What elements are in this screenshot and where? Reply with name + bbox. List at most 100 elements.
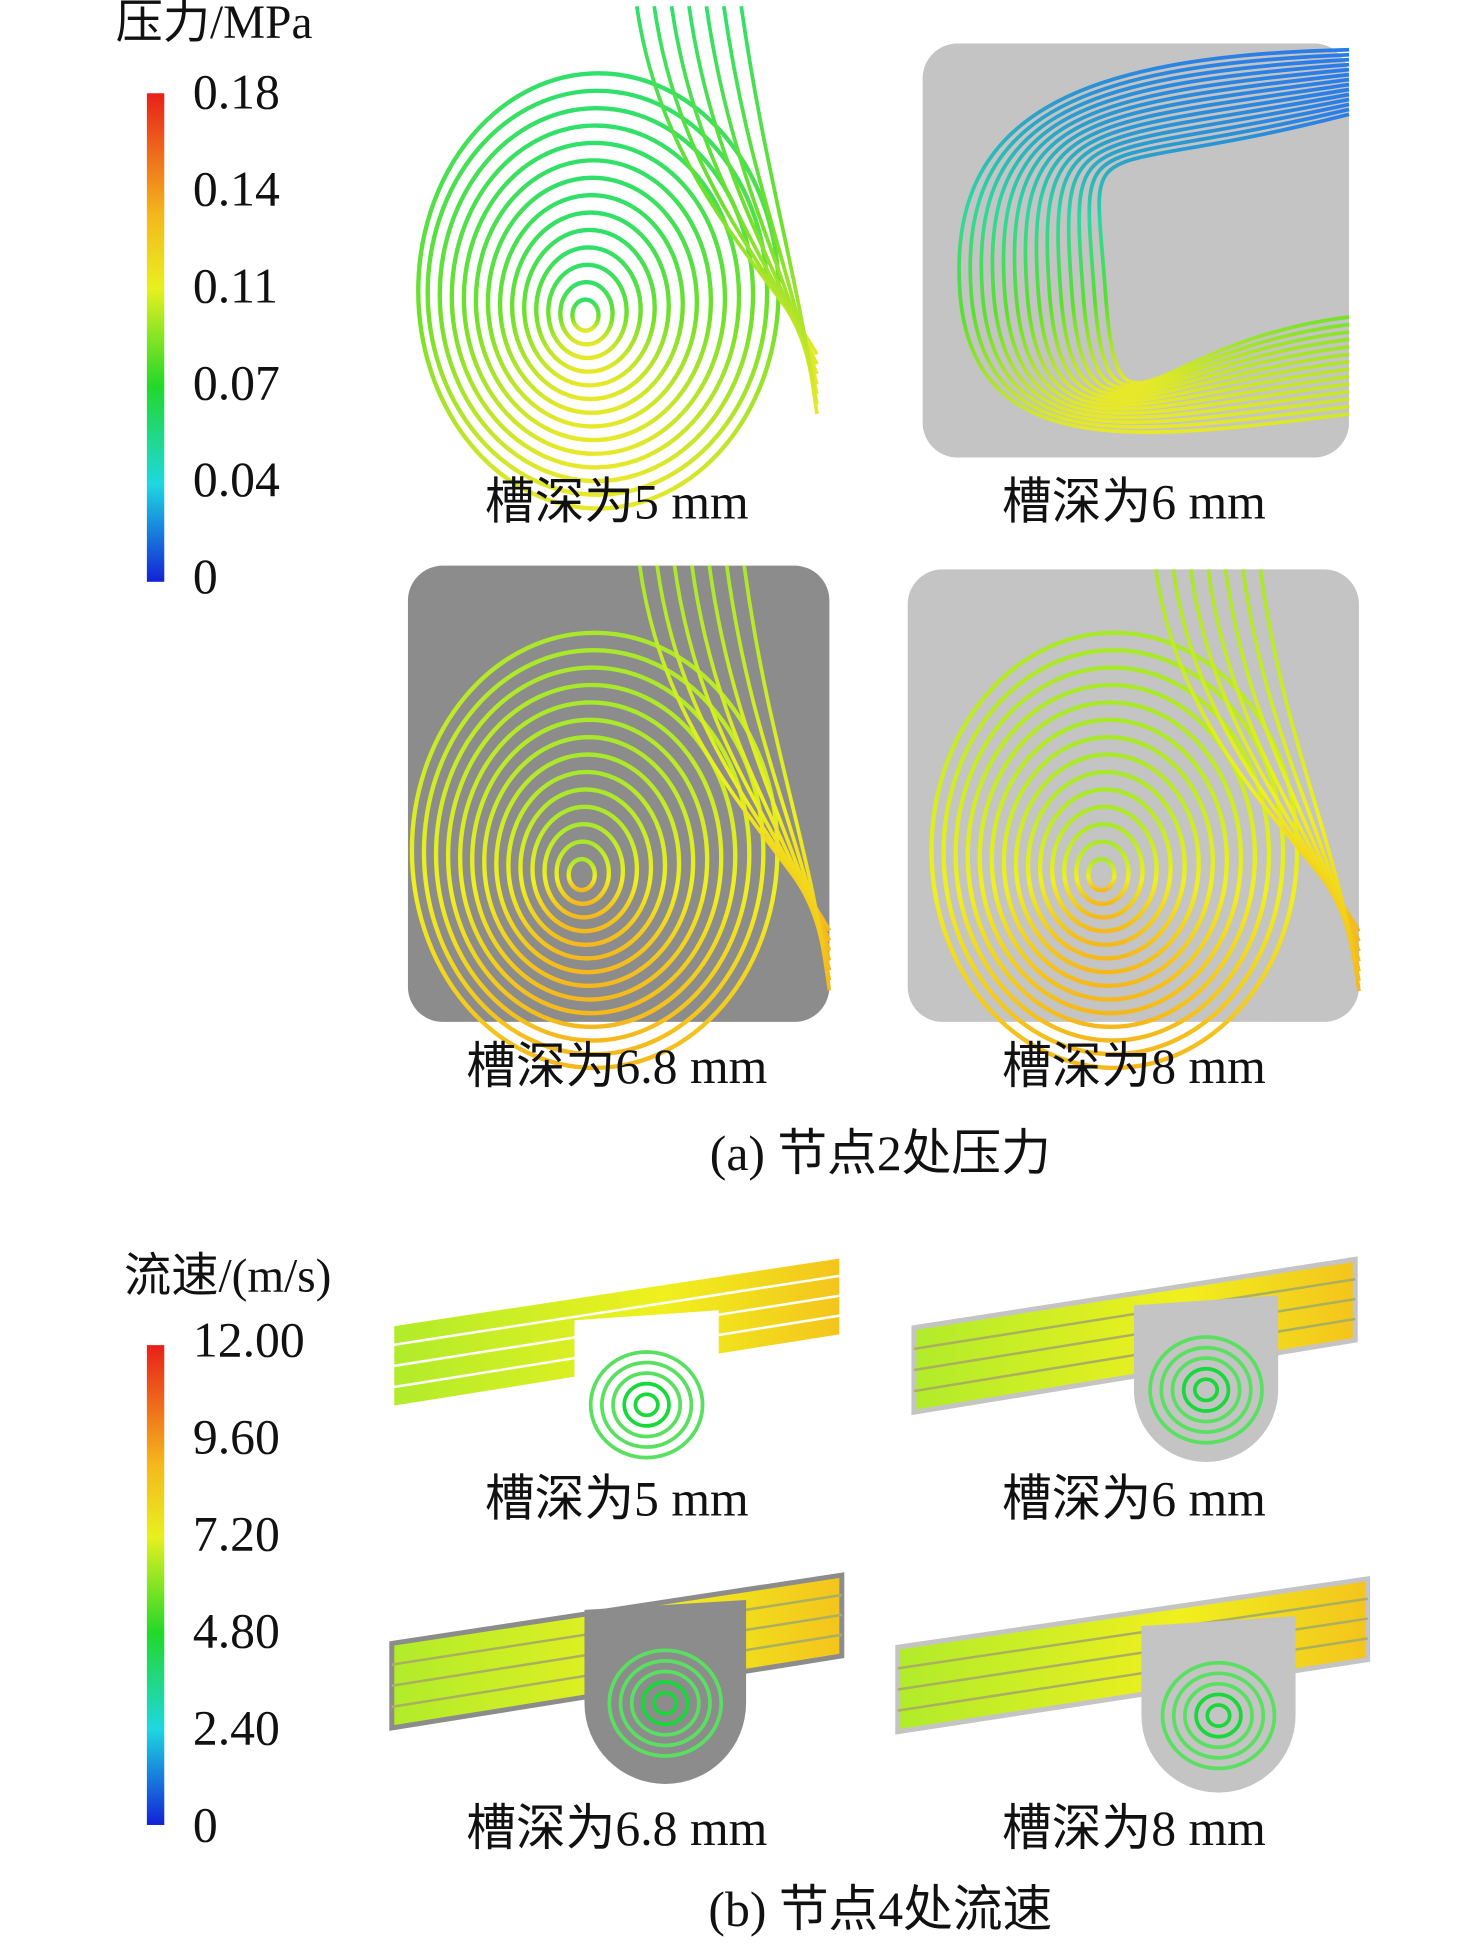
colorbar-tick-label: 4.80 [193, 1603, 280, 1658]
streamline [957, 47, 1350, 434]
subplot-caption: 槽深为8 mm [1002, 1801, 1266, 1856]
streamline [600, 1360, 694, 1449]
streamline [1205, 1703, 1232, 1729]
streamline [1013, 752, 1201, 975]
subplot-caption: 槽深为6 mm [1002, 475, 1266, 530]
subplot-caption: 槽深为5 mm [485, 475, 749, 530]
streamline [1023, 77, 1350, 407]
legend-title: 流速/(m/s) [124, 1250, 331, 1302]
streamline [1181, 1366, 1231, 1413]
streamline [618, 1659, 712, 1748]
colorbar-tick-label: 2.40 [193, 1700, 280, 1755]
streamline [470, 717, 710, 1002]
streamline [530, 804, 640, 934]
streamline [421, 648, 766, 1057]
streamline [1194, 1692, 1243, 1739]
streamline [979, 57, 1350, 424]
streamline [629, 1669, 701, 1737]
streamline [990, 62, 1350, 420]
streamline [1159, 1345, 1253, 1435]
streamline [1170, 1356, 1242, 1424]
panel-caption: (b) 节点4处流速 [708, 1882, 1052, 1937]
colorbar-tick-label: 0.07 [193, 355, 280, 410]
streamline [1193, 1377, 1220, 1403]
streamline [509, 210, 671, 402]
streamline [518, 787, 654, 947]
colorbar [146, 1345, 165, 1825]
streamline [1049, 804, 1159, 934]
velocity-plot [911, 1256, 1358, 1462]
streamline [1160, 1660, 1277, 1771]
streamline [461, 140, 728, 456]
velocity-plot [389, 1252, 845, 1477]
plot-background [407, 565, 830, 1022]
streamline [607, 1648, 724, 1758]
streamline-plot [407, 565, 832, 1071]
streamline [497, 193, 685, 415]
streamline [425, 88, 770, 497]
streamline [1074, 839, 1131, 906]
streamline [482, 735, 696, 989]
streamline [570, 297, 601, 333]
velocity-plot [895, 1575, 1371, 1793]
streamline [929, 630, 1300, 1071]
streamline [1045, 87, 1350, 400]
streamline [633, 1392, 660, 1418]
colorbar-tick-label: 12.00 [193, 1313, 305, 1368]
colorbar-tick-label: 0 [193, 1797, 218, 1852]
streamline [542, 822, 626, 920]
streamline [1086, 856, 1117, 893]
streamline [1183, 1682, 1254, 1750]
streamline [1034, 82, 1350, 404]
streamline [1148, 1335, 1264, 1445]
colorbar-tick-label: 7.20 [193, 1506, 280, 1561]
streamline [1025, 769, 1187, 961]
legend-title: 压力/MPa [116, 0, 313, 49]
subplot-caption: 槽深为5 mm [485, 1472, 749, 1527]
streamline [1001, 735, 1215, 989]
streamline [968, 52, 1350, 429]
colorbar-tick-label: 9.60 [193, 1409, 280, 1464]
streamline [1077, 102, 1350, 391]
streamline [1056, 92, 1350, 397]
velocity-plot [389, 1572, 845, 1784]
streamline [941, 648, 1286, 1057]
subplot-caption: 槽深为6 mm [1002, 1472, 1266, 1527]
streamline [989, 717, 1229, 1002]
colorbar [146, 93, 165, 582]
streamline [473, 158, 714, 443]
streamline [433, 665, 752, 1043]
subplot-caption: 槽深为8 mm [1002, 1039, 1266, 1094]
streamline [1012, 72, 1350, 411]
streamline [521, 227, 657, 388]
streamline [391, 1274, 842, 1347]
streamline [534, 245, 643, 374]
streamline [739, 5, 819, 415]
streamline-plot [922, 43, 1350, 458]
streamline-plot [416, 5, 819, 511]
streamline [566, 856, 597, 893]
streamline [457, 700, 724, 1016]
streamline [742, 565, 832, 991]
streamline [622, 1381, 671, 1428]
streamline [641, 1680, 690, 1727]
streamline-plot [907, 569, 1361, 1071]
streamline [953, 665, 1272, 1043]
streamline [449, 123, 742, 470]
streamline [554, 839, 612, 906]
streamline [1001, 67, 1350, 415]
colorbar-tick-label: 0.04 [193, 452, 280, 507]
streamline [977, 700, 1244, 1016]
streamline [1087, 107, 1350, 388]
colorbar-tick-label: 0 [193, 549, 218, 604]
streamline [1171, 1671, 1266, 1760]
illustrations [389, 5, 1371, 1793]
streamline [494, 752, 682, 975]
streamline [611, 1371, 683, 1439]
streamline [588, 1350, 705, 1460]
streamline [1037, 787, 1173, 947]
colorbar-tick-label: 0.18 [193, 64, 280, 119]
streamline [437, 105, 756, 484]
streamline [1062, 822, 1145, 920]
